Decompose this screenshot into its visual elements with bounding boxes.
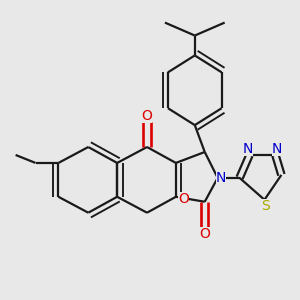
Text: O: O: [142, 109, 152, 123]
Text: N: N: [272, 142, 282, 156]
Text: S: S: [262, 199, 270, 213]
Text: O: O: [199, 227, 210, 241]
Text: N: N: [216, 171, 226, 185]
Text: O: O: [178, 192, 189, 206]
Text: N: N: [243, 142, 253, 156]
